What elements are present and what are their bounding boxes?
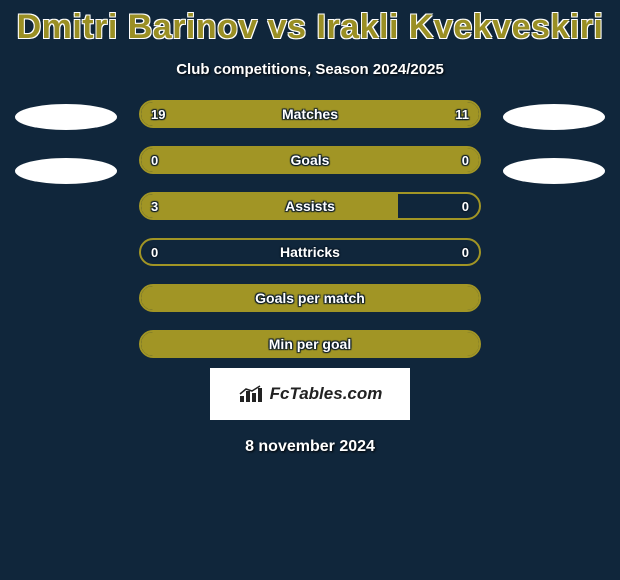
stat-bar: Goals per match (139, 284, 481, 312)
stat-bar: 00Goals (139, 146, 481, 174)
player-oval (503, 104, 605, 130)
stat-label: Assists (141, 194, 479, 218)
stat-bar: 30Assists (139, 192, 481, 220)
stat-bar: Min per goal (139, 330, 481, 358)
stat-bar: 1911Matches (139, 100, 481, 128)
player-oval (15, 104, 117, 130)
comparison-main: 1911Matches 00Goals 30Assists 00Hattricks Go… (0, 100, 620, 358)
left-avatar-col (11, 100, 121, 184)
stat-label: Goals per match (141, 286, 479, 310)
subtitle: Club competitions, Season 2024/2025 (0, 61, 620, 78)
page-title: Dmitri Barinov vs Irakli Kvekveskiri (0, 0, 620, 47)
right-avatar-col (499, 100, 609, 184)
stat-label: Goals (141, 148, 479, 172)
fctables-badge: FcTables.com (210, 368, 410, 420)
player-oval (503, 158, 605, 184)
stat-label: Matches (141, 102, 479, 126)
bars-column: 1911Matches 00Goals 30Assists 00Hattricks Go… (139, 100, 481, 358)
date-footer: 8 november 2024 (0, 438, 620, 456)
stat-label: Min per goal (141, 332, 479, 356)
chart-icon (238, 384, 264, 404)
player-oval (15, 158, 117, 184)
stat-label: Hattricks (141, 240, 479, 264)
badge-text: FcTables.com (270, 384, 383, 404)
stat-bar: 00Hattricks (139, 238, 481, 266)
